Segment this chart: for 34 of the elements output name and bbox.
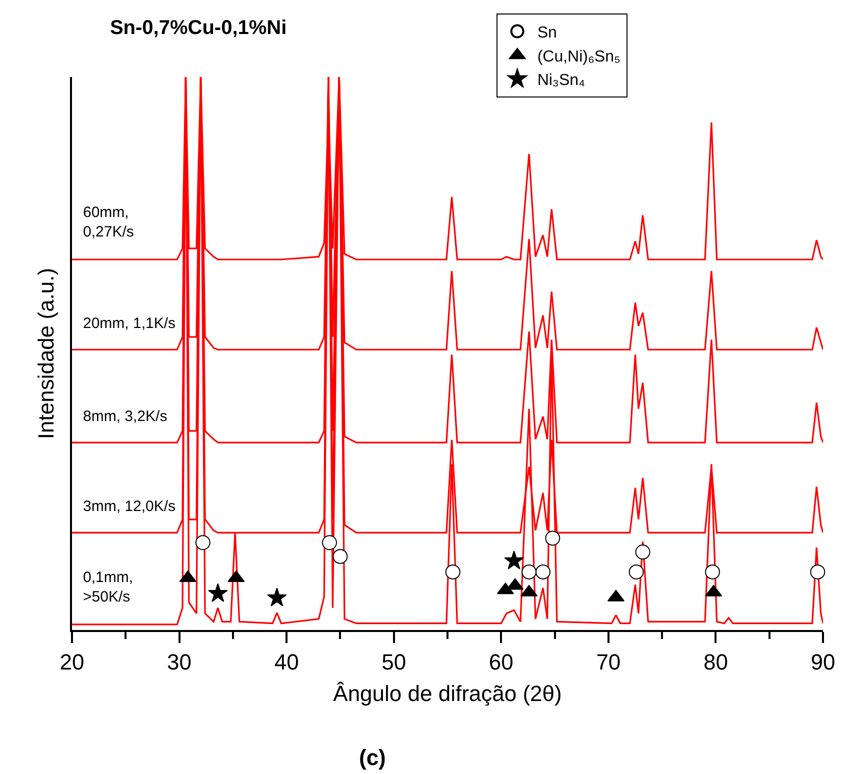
- series-label: 0,1mm, >50K/s: [83, 569, 134, 606]
- text: (c): [359, 745, 386, 770]
- point: [504, 550, 524, 570]
- point: [535, 564, 550, 580]
- series-label: 60mm, 0,27K/s: [83, 204, 134, 240]
- point: [445, 564, 460, 580]
- x-axis-title: Ângulo de difração (2θ): [333, 680, 562, 706]
- series-label: 20mm, 1,1K/s: [83, 315, 176, 332]
- point: [267, 588, 287, 606]
- point: [332, 548, 348, 564]
- x-tick-label: 60: [488, 649, 514, 674]
- x-tick-label: 30: [167, 649, 192, 674]
- x-tick-label: 80: [703, 649, 728, 674]
- point: [322, 535, 337, 550]
- x-tick-label: 50: [382, 649, 406, 674]
- point: [628, 564, 644, 580]
- point: [810, 564, 826, 580]
- legend-label: Ni₃Sn₄: [537, 72, 586, 90]
- point: [545, 530, 560, 546]
- x-tick-label: 70: [596, 649, 621, 674]
- point: [635, 544, 650, 560]
- point: [705, 564, 720, 580]
- chart-title: Sn-0,7%Cu-0,1%Ni: [110, 17, 287, 40]
- series-label: 8mm, 3,2K/s: [83, 408, 168, 425]
- point: [208, 583, 228, 602]
- x-tick-label: 90: [810, 649, 836, 674]
- series-label: 3mm, 12,0K/s: [83, 498, 176, 515]
- point: [522, 564, 537, 580]
- y-axis-title: Intensidade (a.u.): [33, 268, 58, 440]
- x-tick-label: 40: [274, 649, 299, 674]
- x-tick-label: 20: [60, 649, 84, 674]
- legend-label: Sn: [537, 24, 557, 42]
- legend-label: (Cu,Ni)₆Sn₅: [537, 48, 620, 66]
- point: [195, 535, 210, 550]
